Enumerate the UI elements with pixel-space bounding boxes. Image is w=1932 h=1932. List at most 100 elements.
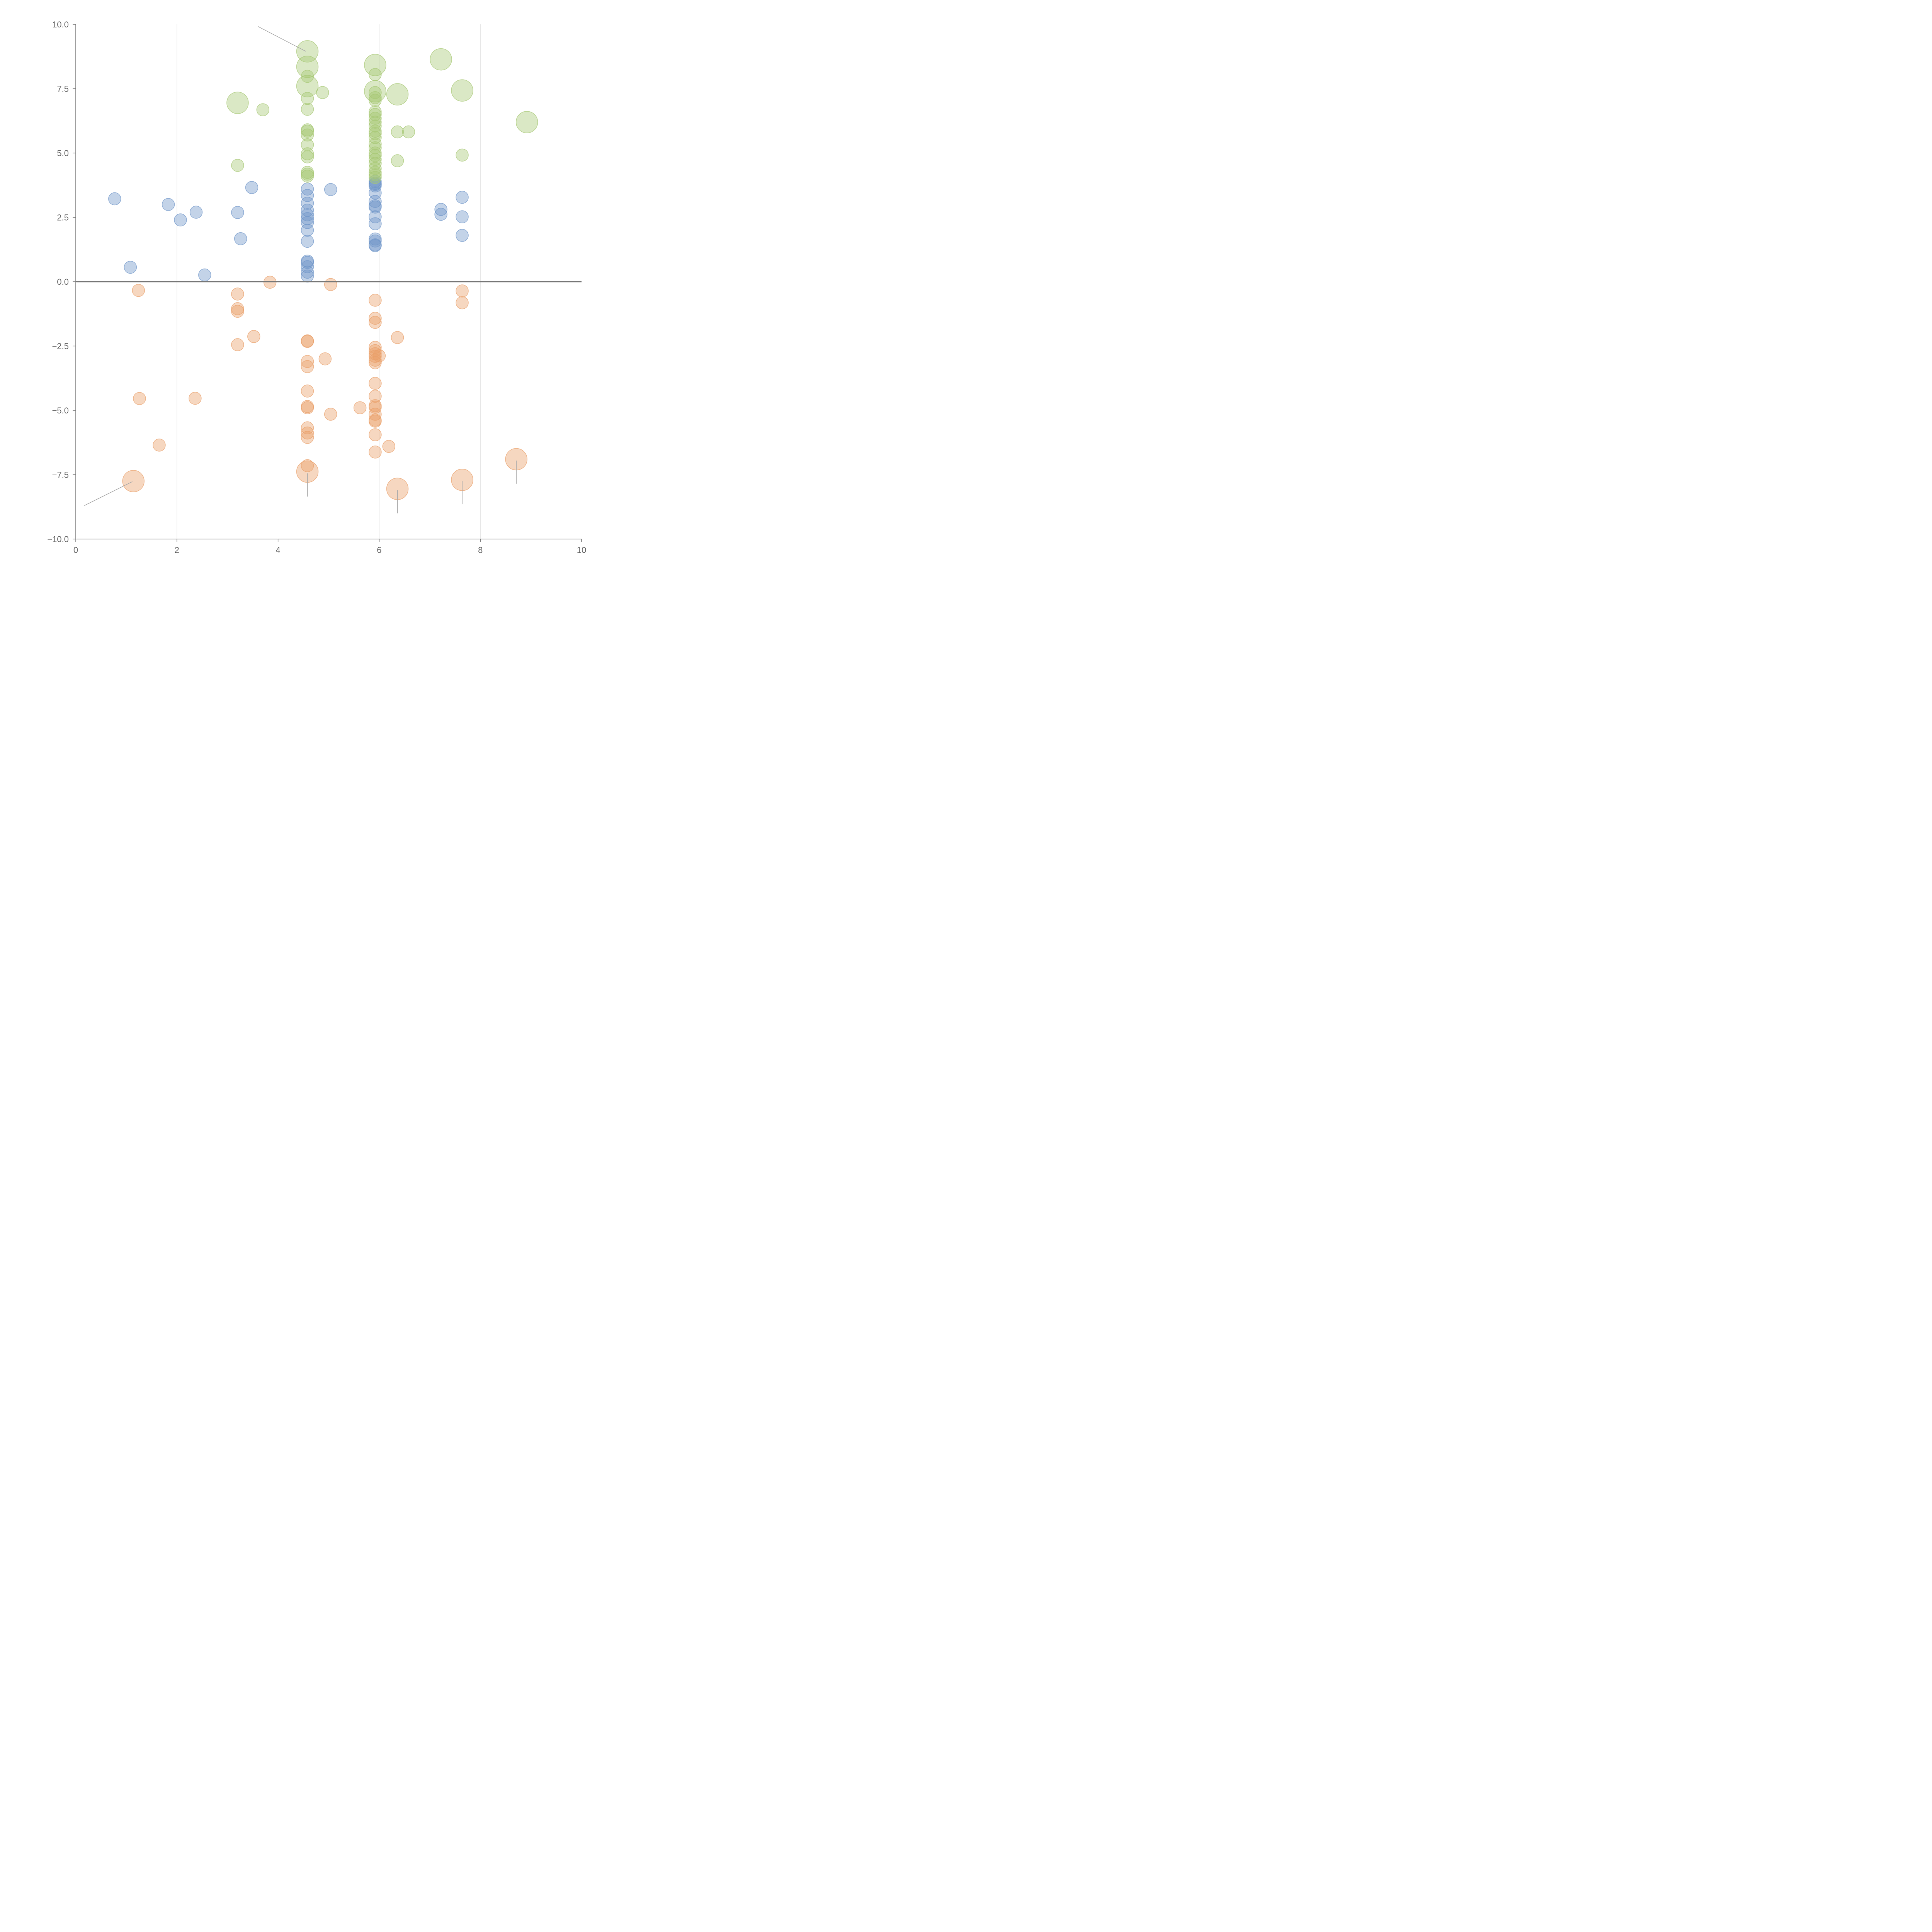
data-point-green <box>369 137 382 151</box>
y-tick-label: 2.5 <box>57 213 69 223</box>
data-point-blue <box>301 265 314 279</box>
data-point-green-large <box>386 83 409 105</box>
data-point-blue <box>231 206 244 219</box>
data-point-green <box>231 159 244 172</box>
data-point-orange <box>318 352 332 366</box>
data-point-blue <box>124 260 137 274</box>
data-point-orange <box>369 294 382 307</box>
data-point-blue <box>369 210 382 223</box>
data-point-blue <box>245 181 259 194</box>
data-point-blue <box>301 197 314 210</box>
data-point-orange <box>301 335 314 348</box>
data-point-green <box>369 112 382 125</box>
data-point-orange <box>231 338 244 351</box>
data-point-orange <box>133 392 146 405</box>
data-point-orange <box>369 446 382 459</box>
data-point-green <box>301 92 314 105</box>
data-point-orange <box>324 278 337 291</box>
data-point-blue <box>369 201 382 214</box>
data-point-green <box>369 156 382 170</box>
data-point-green-large <box>296 40 319 63</box>
data-point-orange <box>301 355 314 368</box>
data-point-blue <box>301 260 314 274</box>
data-point-blue <box>369 217 382 230</box>
data-point-blue <box>162 198 175 211</box>
data-point-green <box>301 147 314 160</box>
data-point-green-large <box>296 56 319 78</box>
data-point-blue <box>456 229 469 242</box>
data-point-blue <box>324 183 337 196</box>
data-point-blue <box>369 195 382 208</box>
y-tick-label: 5.0 <box>57 148 69 158</box>
data-point-blue <box>301 212 314 225</box>
data-point-green <box>369 171 382 184</box>
data-point-orange <box>231 304 244 318</box>
data-point-blue <box>301 208 314 221</box>
data-point-orange <box>382 440 396 453</box>
data-point-blue <box>369 235 382 248</box>
data-point-blue <box>189 206 203 219</box>
y-tick-label: −10.0 <box>47 534 69 544</box>
axes: 10.0 7.5 5.0 2.5 0.0 −2.5 −5.0 −7.5 −10.0 0 2 4 6 8 10 <box>47 20 586 555</box>
data-point-green <box>301 124 314 138</box>
data-point-orange <box>324 408 337 421</box>
data-point-orange <box>369 377 382 390</box>
data-point-blue <box>456 190 469 204</box>
data-point-green <box>301 103 314 116</box>
data-point-green <box>256 103 270 116</box>
data-point-green-large <box>451 79 473 102</box>
data-point-green <box>369 149 382 162</box>
y-tick-label: 0.0 <box>57 277 69 287</box>
data-point-orange <box>301 426 314 440</box>
data-point-orange <box>132 284 145 297</box>
data-point-green <box>391 125 404 139</box>
data-points <box>108 40 538 500</box>
data-point-orange <box>231 287 244 301</box>
data-point-blue <box>434 203 447 216</box>
data-point-blue <box>301 256 314 269</box>
data-point-orange <box>353 401 367 415</box>
connector-lines <box>84 26 517 514</box>
data-point-blue <box>369 239 382 252</box>
data-point-green <box>301 70 314 83</box>
data-point-orange <box>369 401 382 414</box>
data-point-blue <box>301 189 314 202</box>
data-point-green-large <box>515 111 538 133</box>
data-point-green-large <box>430 48 452 71</box>
data-point-green <box>456 148 469 162</box>
data-point-green <box>301 128 314 142</box>
data-point-green <box>391 154 404 167</box>
data-point-blue <box>198 268 211 282</box>
data-point-green <box>369 141 382 155</box>
x-tick-label: 4 <box>276 545 280 555</box>
scatter-chart: 10.0 7.5 5.0 2.5 0.0 −2.5 −5.0 −7.5 −10.0 0 2 4 6 8 10 <box>47 20 586 555</box>
data-point-blue <box>108 192 121 206</box>
data-point-orange <box>301 421 314 435</box>
y-tick-label: 7.5 <box>57 84 69 94</box>
y-tick-label: 10.0 <box>52 20 69 29</box>
data-point-orange <box>369 311 382 325</box>
data-point-green <box>369 127 382 140</box>
y-tick-label: −2.5 <box>52 342 69 351</box>
data-point-green-large <box>364 80 386 102</box>
data-point-orange <box>369 356 382 369</box>
data-point-orange <box>301 401 314 415</box>
connector-line <box>257 26 306 52</box>
data-point-green <box>369 108 382 121</box>
data-point-blue <box>301 269 314 283</box>
x-tick-label: 0 <box>73 545 78 555</box>
data-point-orange <box>369 428 382 442</box>
data-point-green-large <box>226 92 249 114</box>
connector-line <box>84 481 133 506</box>
data-point-blue <box>434 207 447 221</box>
data-point-orange-large <box>122 470 145 492</box>
data-point-orange <box>153 439 166 452</box>
data-point-orange <box>369 415 382 428</box>
data-point-orange <box>372 349 386 362</box>
data-point-orange <box>456 284 469 298</box>
data-point-blue <box>234 232 247 245</box>
data-point-green <box>301 170 314 183</box>
x-tick-label: 6 <box>377 545 381 555</box>
data-point-green <box>301 150 314 163</box>
data-point-blue <box>174 213 187 226</box>
